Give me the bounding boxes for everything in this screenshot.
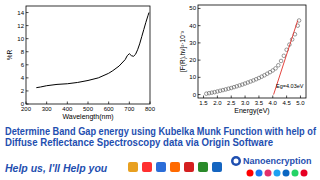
x-tick	[150, 102, 151, 105]
x-axis-label: Wavelength(nm)	[62, 113, 113, 121]
title: Diffuse Reflectance Spectroscopy data vi…	[5, 137, 273, 148]
x-tick-label: 2.5	[227, 100, 236, 106]
x-tick-label: 5.0	[296, 100, 305, 106]
x-tick	[245, 96, 246, 99]
y-tick-label: 14	[17, 10, 24, 16]
y-tick	[198, 77, 201, 78]
y-tick	[198, 42, 201, 43]
social-icon	[283, 170, 290, 177]
y-tick-label: 0	[21, 101, 25, 107]
y-tick	[198, 25, 201, 26]
y-axis-label: [F(R).hν]²·10⁻³	[179, 30, 187, 72]
x-tick	[203, 96, 204, 99]
x-tick	[46, 102, 47, 105]
x-tick-label: 1.5	[199, 100, 208, 106]
y-tick	[198, 60, 201, 61]
x-tick	[286, 96, 287, 99]
logo	[234, 159, 239, 164]
x-tick	[26, 102, 27, 105]
plot-frame	[198, 5, 306, 98]
logo	[231, 156, 241, 166]
y-tick	[26, 38, 29, 39]
plot-frame	[26, 6, 150, 104]
x-tick	[231, 96, 232, 99]
icon	[156, 162, 166, 172]
y-tick	[26, 77, 29, 78]
y-tick-label: 50	[189, 5, 196, 11]
x-tick-label: 4.5	[282, 100, 291, 106]
social-icon	[256, 170, 263, 177]
y-tick-label: 20	[189, 57, 196, 63]
point	[282, 54, 286, 58]
canvas: 20030040050060070080002468101214Waveleng…	[0, 0, 320, 180]
x-tick	[67, 102, 68, 105]
marks	[36, 13, 149, 88]
y-tick	[26, 12, 29, 13]
x-tick-label: 800	[145, 106, 156, 112]
y-tick	[26, 64, 29, 65]
social-icon	[292, 170, 299, 177]
y-tick	[26, 51, 29, 52]
x-axis-label: Energy(eV)	[234, 107, 269, 115]
background	[0, 0, 320, 180]
x-tick	[258, 96, 259, 99]
y-tick	[26, 90, 29, 91]
x-tick-label: 400	[62, 106, 73, 112]
x-tick	[129, 102, 130, 105]
y-tick	[26, 25, 29, 26]
x-tick	[272, 96, 273, 99]
title: Determine Band Gap energy using Kubelka …	[5, 126, 317, 137]
x-tick-label: 3.0	[241, 100, 250, 106]
point	[277, 63, 281, 67]
icon	[184, 162, 194, 172]
point	[279, 59, 283, 63]
y-tick	[198, 8, 201, 9]
x-tick-label: 300	[42, 106, 53, 112]
icon	[142, 162, 152, 172]
y-tick-label: 10	[17, 36, 24, 42]
x-tick-label: 2.0	[213, 100, 222, 106]
social-icon	[247, 170, 254, 177]
y-tick	[26, 104, 29, 105]
slogan: Help us, I'll Help you	[5, 162, 108, 174]
social-icon	[301, 170, 308, 177]
chart: 20030040050060070080002468101214Waveleng…	[6, 6, 156, 121]
y-tick-label: 12	[17, 23, 24, 29]
y-axis-label: %R	[6, 49, 13, 60]
social-icon	[265, 170, 272, 177]
icon	[212, 162, 222, 172]
x-tick	[300, 96, 301, 99]
x-tick-label: 4.0	[269, 100, 278, 106]
y-tick-label: 10	[189, 74, 196, 80]
icon	[170, 162, 180, 172]
social-icon	[274, 170, 281, 177]
point	[297, 19, 301, 23]
x-tick	[88, 102, 89, 105]
y-tick-label: 30	[189, 40, 196, 46]
x-tick	[217, 96, 218, 99]
chart: 1.5 2.0 2.5 3.0 3.5 4.0 4.5 5.0 0 10 20 30 40 50 Energ…	[179, 5, 306, 115]
annotation: Eg=4.03eV	[276, 83, 304, 89]
brand: Nanoencryption	[243, 156, 312, 166]
x-tick-label: 600	[104, 106, 115, 112]
icon	[198, 162, 208, 172]
y-tick-label: 8	[21, 49, 25, 55]
y-tick-label: 0	[193, 92, 197, 98]
point	[274, 67, 278, 71]
y-tick-label: 4	[21, 75, 25, 81]
x-tick-label: 500	[83, 106, 94, 112]
y-tick-label: 2	[21, 88, 25, 94]
y-tick-label: 6	[21, 62, 25, 68]
icon	[128, 162, 138, 172]
line	[36, 13, 149, 88]
x-tick-label: 3.5	[255, 100, 264, 106]
y-tick	[198, 94, 201, 95]
y-tick-label: 40	[189, 23, 196, 29]
x-tick	[108, 102, 109, 105]
x-tick-label: 700	[124, 106, 135, 112]
